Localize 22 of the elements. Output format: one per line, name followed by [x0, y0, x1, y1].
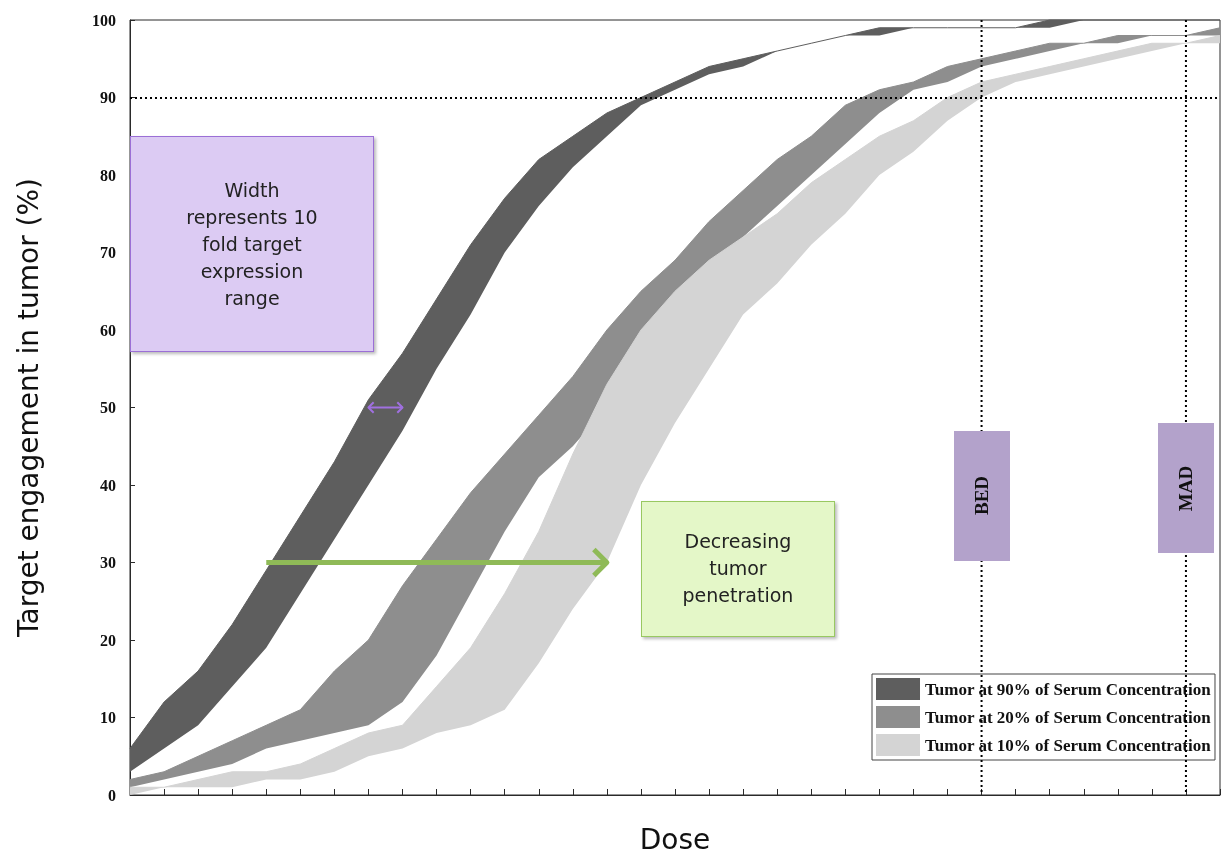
y-tick-label: 10 — [100, 709, 116, 726]
label-box: BED — [953, 430, 1010, 561]
y-tick-label: 80 — [100, 166, 116, 184]
y-tick-label: 40 — [100, 476, 116, 494]
legend-label: Tumor at 20% of Serum Concentration — [925, 707, 1212, 727]
y-axis-title: Target engagement in tumor (%) — [11, 178, 45, 638]
y-tick-label: 0 — [108, 786, 116, 804]
label-box: MAD — [1157, 423, 1214, 553]
legend-label: Tumor at 90% of Serum Concentration — [925, 679, 1212, 699]
x-axis-title: Dose — [639, 822, 711, 856]
y-tick-label: 90 — [100, 89, 116, 106]
y-tick-label: 70 — [100, 244, 116, 261]
y-tick-label: 30 — [100, 554, 116, 571]
text-box: Width represents 10 fold target expression range — [130, 136, 374, 353]
annotation: MAD — [1174, 465, 1198, 511]
annotation: BED — [970, 476, 994, 516]
y-tick-label: 100 — [92, 11, 116, 29]
text-box: Decreasing tumor penetration — [640, 500, 835, 637]
legend-label: Tumor at 10% of Serum Concentration — [925, 735, 1212, 755]
y-tick-label: 20 — [100, 631, 116, 649]
y-tick-label: 60 — [100, 321, 116, 339]
y-tick-label: 50 — [100, 399, 116, 416]
